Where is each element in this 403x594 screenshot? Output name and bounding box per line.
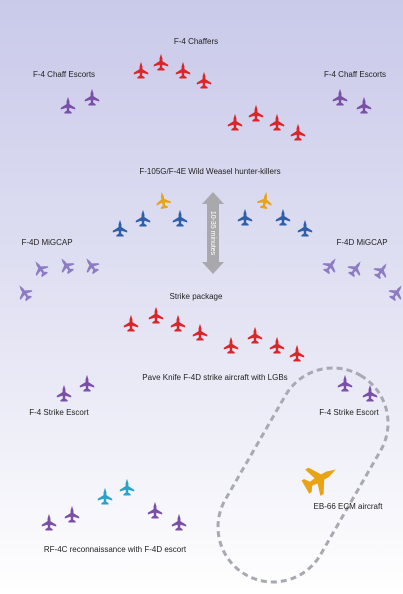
label: F-4 Chaffers [174, 37, 218, 46]
label: F-105G/F-4E Wild Weasel hunter-killers [139, 167, 280, 176]
label: F-4 Chaff Escorts [33, 70, 95, 79]
label: EB-66 ECM aircraft [314, 502, 384, 511]
label: F-4 Chaff Escorts [324, 70, 386, 79]
label: F-4 Strike Escort [29, 408, 89, 417]
label: RF-4C reconnaissance with F-4D escort [44, 545, 187, 554]
label: Pave Knife F-4D strike aircraft with LGB… [142, 373, 287, 382]
label: Strike package [170, 292, 223, 301]
label: F-4D MiGCAP [21, 238, 72, 247]
label: F-4 Strike Escort [319, 408, 379, 417]
interval-label: 10-35 minutes [209, 211, 216, 256]
diagram: 10-35 minutes F-4 Chaffers F-4 Chaff Esc… [0, 0, 403, 594]
label: F-4D MiGCAP [336, 238, 387, 247]
